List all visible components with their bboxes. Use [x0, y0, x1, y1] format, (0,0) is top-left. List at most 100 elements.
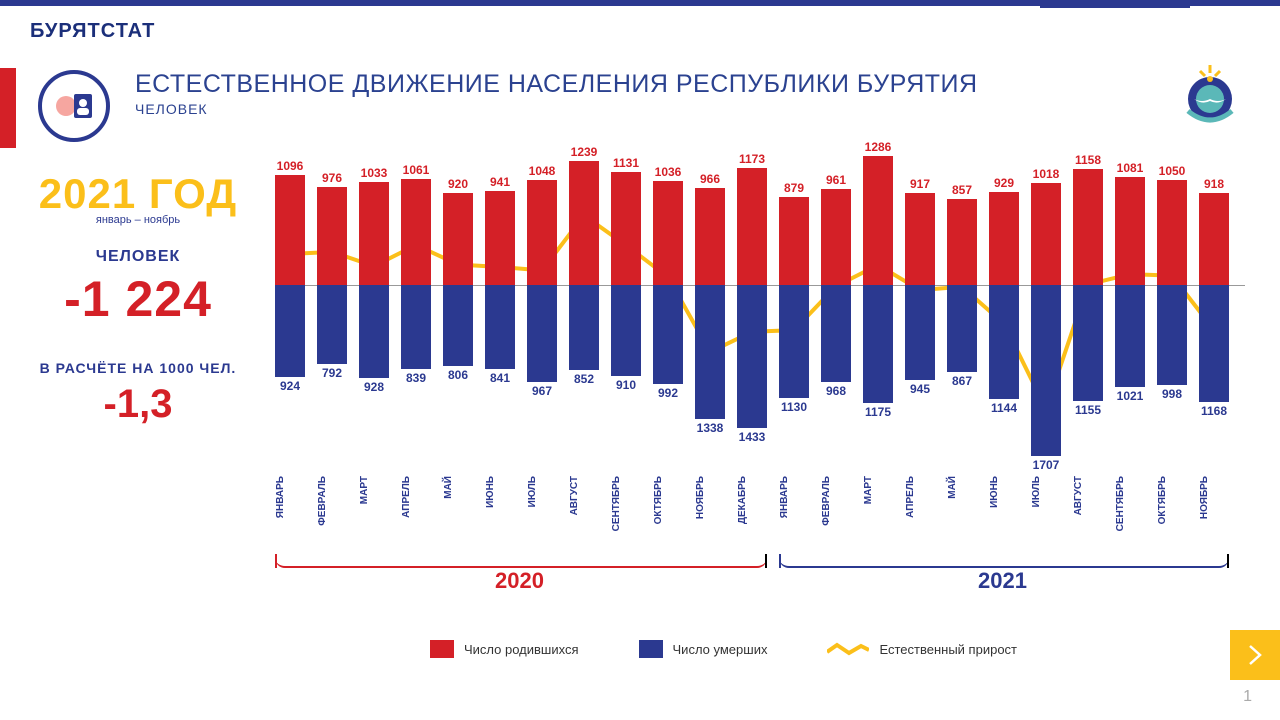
summary-people-value: -1 224: [28, 270, 248, 328]
month-axis: ЯНВАРЬ ФЕВРАЛЬ МАРТ АПРЕЛЬ МАЙ ИЮНЬ ИЮЛЬ АВГУСТ…: [275, 476, 1245, 556]
births-bar: [275, 175, 305, 285]
deaths-value: 852: [564, 372, 604, 386]
deaths-value: 839: [396, 371, 436, 385]
summary-year: 2021 ГОД: [28, 170, 248, 218]
legend-deaths-swatch: [639, 640, 663, 658]
accent-tab: [0, 68, 16, 148]
deaths-value: 1338: [690, 421, 730, 435]
month-label: ОКТЯБРЬ: [653, 476, 683, 524]
deaths-bar: [821, 285, 851, 382]
legend-natural-label: Естественный прирост: [879, 642, 1017, 657]
deaths-value: 910: [606, 378, 646, 392]
deaths-bar: [401, 285, 431, 369]
legend-deaths: Число умерших: [639, 640, 768, 658]
year-braces: 20202021: [275, 554, 1245, 588]
next-slide-button[interactable]: [1230, 630, 1280, 680]
month-label: ЯНВАРЬ: [779, 476, 809, 518]
summary-per1000-label: В РАСЧЁТЕ НА 1000 ЧЕЛ.: [28, 360, 248, 376]
deaths-bar: [695, 285, 725, 419]
legend-natural: Естественный прирост: [827, 642, 1017, 657]
deaths-bar: [1031, 285, 1061, 456]
year-brace: 2021: [779, 554, 1229, 568]
deaths-bar: [569, 285, 599, 370]
month-label: ОКТЯБРЬ: [1157, 476, 1187, 524]
month-label: МАЙ: [443, 476, 473, 499]
births-bar: [905, 193, 935, 285]
page-title: ЕСТЕСТВЕННОЕ ДВИЖЕНИЕ НАСЕЛЕНИЯ РЕСПУБЛИ…: [135, 70, 978, 99]
births-bar: [401, 179, 431, 285]
month-label: ИЮЛЬ: [1031, 476, 1061, 507]
month-label: АПРЕЛЬ: [905, 476, 935, 518]
deaths-bar: [1157, 285, 1187, 385]
births-bar: [359, 182, 389, 285]
chart-area: 1721096924184976792105103392822210618391…: [275, 130, 1245, 490]
region-emblem-icon: [1170, 55, 1250, 135]
births-bar: [317, 187, 347, 285]
births-bar: [653, 181, 683, 285]
deaths-value: 1433: [732, 430, 772, 444]
births-bar: [1157, 180, 1187, 285]
month-label: ИЮЛЬ: [527, 476, 557, 507]
deaths-value: 1155: [1068, 403, 1108, 417]
births-bar: [569, 161, 599, 285]
deaths-bar: [863, 285, 893, 403]
deaths-value: 1130: [774, 400, 814, 414]
year-label: 2020: [495, 568, 544, 594]
births-bar: [611, 172, 641, 285]
month-label: МАЙ: [947, 476, 977, 499]
births-bar: [821, 189, 851, 285]
page-subtitle: ЧЕЛОВЕК: [135, 101, 978, 117]
deaths-bar: [359, 285, 389, 378]
month-label: ФЕВРАЛЬ: [317, 476, 347, 526]
month-label: НОЯБРЬ: [695, 476, 725, 519]
month-label: ДЕКАБРЬ: [737, 476, 767, 524]
title-block: ЕСТЕСТВЕННОЕ ДВИЖЕНИЕ НАСЕЛЕНИЯ РЕСПУБЛИ…: [135, 70, 978, 117]
population-icon: [38, 70, 110, 142]
deaths-bar: [653, 285, 683, 384]
deaths-bar: [947, 285, 977, 372]
births-bar: [1115, 177, 1145, 285]
legend-deaths-label: Число умерших: [673, 642, 768, 657]
deaths-bar: [779, 285, 809, 398]
month-label: АПРЕЛЬ: [401, 476, 431, 518]
births-bar: [695, 188, 725, 285]
deaths-value: 924: [270, 379, 310, 393]
month-label: ЯНВАРЬ: [275, 476, 305, 518]
deaths-value: 1168: [1194, 404, 1234, 418]
month-label: ФЕВРАЛЬ: [821, 476, 851, 526]
chart-legend: Число родившихся Число умерших Естествен…: [430, 640, 1017, 658]
deaths-bar: [317, 285, 347, 364]
deaths-bar: [527, 285, 557, 382]
births-bar: [1073, 169, 1103, 285]
legend-births: Число родившихся: [430, 640, 579, 658]
births-bar: [989, 192, 1019, 285]
deaths-value: 792: [312, 366, 352, 380]
month-label: ИЮНЬ: [485, 476, 515, 508]
month-label: ИЮНЬ: [989, 476, 1019, 508]
deaths-bar: [737, 285, 767, 428]
deaths-value: 945: [900, 382, 940, 396]
births-bar: [1031, 183, 1061, 285]
births-bar: [527, 180, 557, 285]
month-label: СЕНТЯБРЬ: [611, 476, 641, 531]
month-label: АВГУСТ: [1073, 476, 1103, 515]
births-bar: [737, 168, 767, 285]
legend-births-label: Число родившихся: [464, 642, 579, 657]
deaths-value: 806: [438, 368, 478, 382]
deaths-value: 1021: [1110, 389, 1150, 403]
births-bar: [485, 191, 515, 285]
deaths-value: 841: [480, 371, 520, 385]
summary-people-label: ЧЕЛОВЕК: [28, 248, 248, 266]
deaths-value: 992: [648, 386, 688, 400]
deaths-value: 867: [942, 374, 982, 388]
deaths-bar: [905, 285, 935, 380]
page-number: 1: [1243, 688, 1252, 706]
month-label: МАРТ: [863, 476, 893, 504]
deaths-bar: [1073, 285, 1103, 401]
year-label: 2021: [978, 568, 1027, 594]
legend-natural-swatch: [827, 642, 869, 656]
births-bar: [947, 199, 977, 285]
legend-births-swatch: [430, 640, 454, 658]
month-label: НОЯБРЬ: [1199, 476, 1229, 519]
deaths-value: 967: [522, 384, 562, 398]
